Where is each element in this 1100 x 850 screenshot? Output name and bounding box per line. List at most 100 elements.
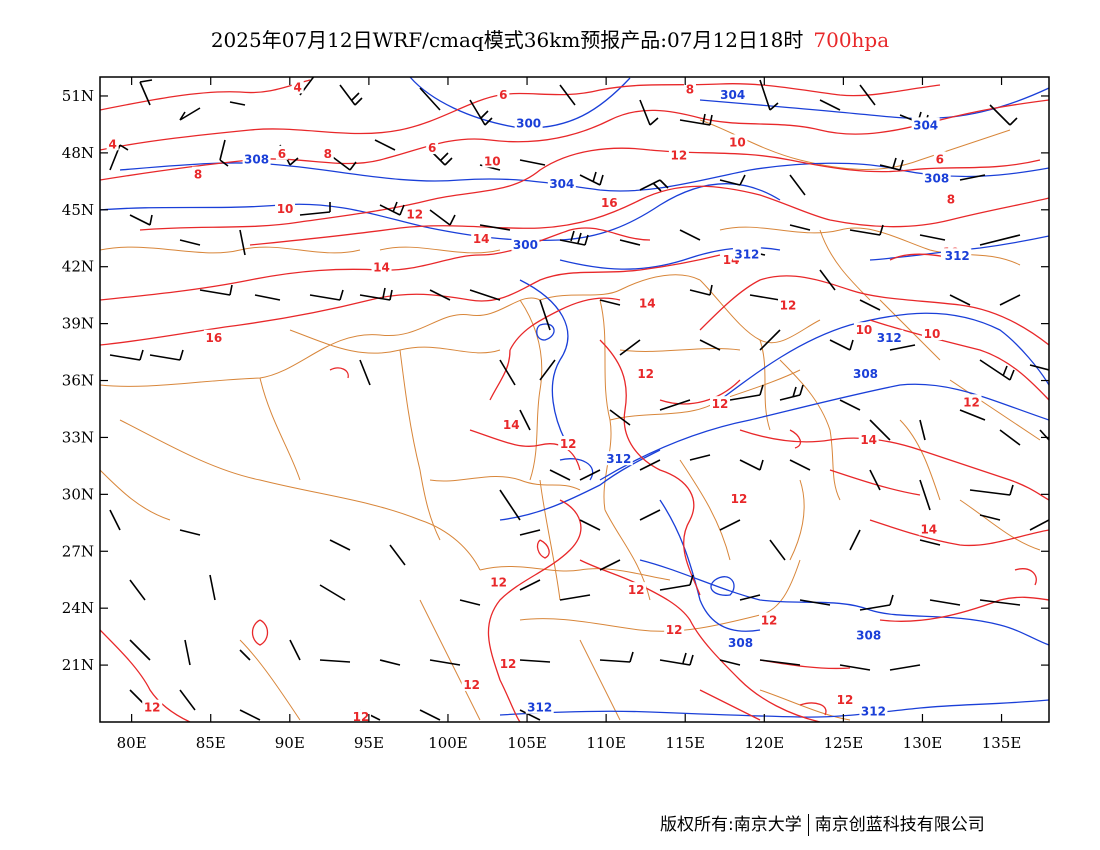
temperature-label-bg xyxy=(404,206,425,221)
temperature-label: 14 xyxy=(473,232,490,246)
temperature-label-bg xyxy=(921,326,942,340)
geopotential-label-bg xyxy=(547,176,576,191)
geopotential-label-bg xyxy=(525,699,554,714)
temperature-label: 10 xyxy=(924,327,941,341)
geopotential-label-bg xyxy=(943,248,972,263)
temperature-label-bg xyxy=(350,709,371,722)
temperature-label: 4 xyxy=(108,137,116,151)
lat-tick-label: 51N xyxy=(62,87,94,105)
temperature-label: 12 xyxy=(463,678,480,692)
temperature-label-bg xyxy=(626,582,647,597)
copyright-left: 版权所有:南京大学 xyxy=(660,815,802,835)
geopotential-label: 312 xyxy=(861,705,886,719)
temperature-label-bg xyxy=(498,656,519,671)
temperature-label: 12 xyxy=(500,657,517,671)
geopotential-label-bg xyxy=(851,365,880,380)
longitude-axis: 80E 85E 90E 95E 100E 105E 110E 115E 120E 125E 130E… xyxy=(117,77,1022,752)
temperature-label: 14 xyxy=(639,297,656,311)
temperature-label-bg xyxy=(728,491,749,506)
temperature-label-bg xyxy=(192,166,205,181)
geopotential-label-bg xyxy=(718,86,747,101)
temperature-label: 14 xyxy=(373,261,390,275)
geopotential-label-bg xyxy=(854,627,883,642)
temperature-label-bg xyxy=(683,81,696,96)
temperature-label: 16 xyxy=(601,196,618,210)
lon-tick-label: 95E xyxy=(354,734,384,752)
temperature-label-bg xyxy=(918,521,939,536)
plot-frame xyxy=(99,76,1050,723)
geopotential-label-bg xyxy=(511,236,540,251)
temperature-label: 10 xyxy=(729,135,746,149)
boundary-lines xyxy=(100,119,1041,721)
temperature-label-bg xyxy=(668,147,689,162)
temperature-label: 12 xyxy=(560,437,577,451)
temperature-label: 12 xyxy=(712,397,729,411)
lat-tick-label: 30N xyxy=(62,485,94,503)
geopotential-label: 312 xyxy=(734,247,759,261)
temperature-label: 12 xyxy=(144,701,161,715)
temperature-label: 12 xyxy=(666,623,683,637)
temperature-label: 12 xyxy=(353,710,370,724)
lon-tick-label: 105E xyxy=(507,734,547,752)
geopotential-label-bg xyxy=(859,703,888,718)
temperature-label: 12 xyxy=(406,207,423,221)
temperature-label: 12 xyxy=(963,395,980,409)
geopotential-label-bg xyxy=(604,451,633,466)
temperature-label-bg xyxy=(203,329,224,344)
temperature-label-bg xyxy=(778,297,799,312)
temperature-label-bg xyxy=(142,699,163,714)
temperature-label-bg xyxy=(944,191,957,206)
lon-tick-label: 135E xyxy=(982,734,1022,752)
temperature-label-bg xyxy=(275,145,288,160)
lon-tick-label: 80E xyxy=(117,734,147,752)
lat-tick-label: 24N xyxy=(62,599,94,617)
temperature-label: 6 xyxy=(499,88,507,102)
geopotential-label-bg xyxy=(875,329,904,344)
geopotential-label: 312 xyxy=(527,701,552,715)
temperature-label-bg xyxy=(858,432,879,447)
temperature-label: 8 xyxy=(947,192,955,206)
lat-tick-label: 21N xyxy=(62,656,94,674)
geopotential-label: 312 xyxy=(606,452,631,466)
temperature-label: 10 xyxy=(277,202,294,216)
temperature-label: 12 xyxy=(671,149,688,163)
temperature-label: 12 xyxy=(628,583,645,597)
temperature-label: 12 xyxy=(731,492,748,506)
geopotential-labels: 304 300 304 308 308 304 300 312 312 312 308 312 308 3… xyxy=(242,86,972,719)
temperature-label-bg xyxy=(426,140,439,155)
temperature-label-bg xyxy=(759,612,780,627)
temperature-label: 12 xyxy=(490,576,507,590)
temperature-label: 12 xyxy=(837,693,854,707)
geopotential-label-bg xyxy=(732,246,761,261)
temperature-label: 6 xyxy=(278,147,286,161)
temperature-label-bg xyxy=(106,136,119,151)
lat-tick-label: 33N xyxy=(62,428,94,446)
lon-tick-label: 125E xyxy=(824,734,864,752)
lat-tick-label: 42N xyxy=(62,258,94,276)
temperature-label: 8 xyxy=(194,168,202,182)
temperature-label-bg xyxy=(727,134,748,149)
copyright-right: 南京创蓝科技有限公司 xyxy=(814,815,985,835)
geopotential-label: 312 xyxy=(877,331,902,345)
temperature-label: 12 xyxy=(761,613,778,627)
temperature-label-bg xyxy=(834,692,855,707)
temperature-label: 6 xyxy=(428,141,436,155)
lat-tick-label: 39N xyxy=(62,315,94,333)
temperature-label-bg xyxy=(501,417,522,432)
title-main: 2025年07月12日WRF/cmaq模式36km预报产品:07月12日18时 xyxy=(210,28,804,52)
temperature-label-bg xyxy=(488,574,509,589)
temperature-label: 4 xyxy=(294,80,302,94)
lon-tick-label: 115E xyxy=(665,734,705,752)
temperature-labels: 4684686101210688101216141414101412161010… xyxy=(106,79,982,724)
latitude-axis: 51N 48N 45N 42N 39N 36N 33N 30N 27N 24N 21N xyxy=(62,87,1049,674)
temperature-label-bg xyxy=(599,195,620,210)
geopotential-label: 308 xyxy=(924,171,949,185)
geopotential-label: 304 xyxy=(913,118,938,132)
temperature-label: 14 xyxy=(860,433,877,447)
temperature-label-bg xyxy=(291,79,304,94)
temperature-label: 12 xyxy=(637,367,654,381)
temperature-label: 10 xyxy=(856,323,873,337)
temperature-label: 14 xyxy=(920,522,937,536)
geopotential-label: 308 xyxy=(853,367,878,381)
